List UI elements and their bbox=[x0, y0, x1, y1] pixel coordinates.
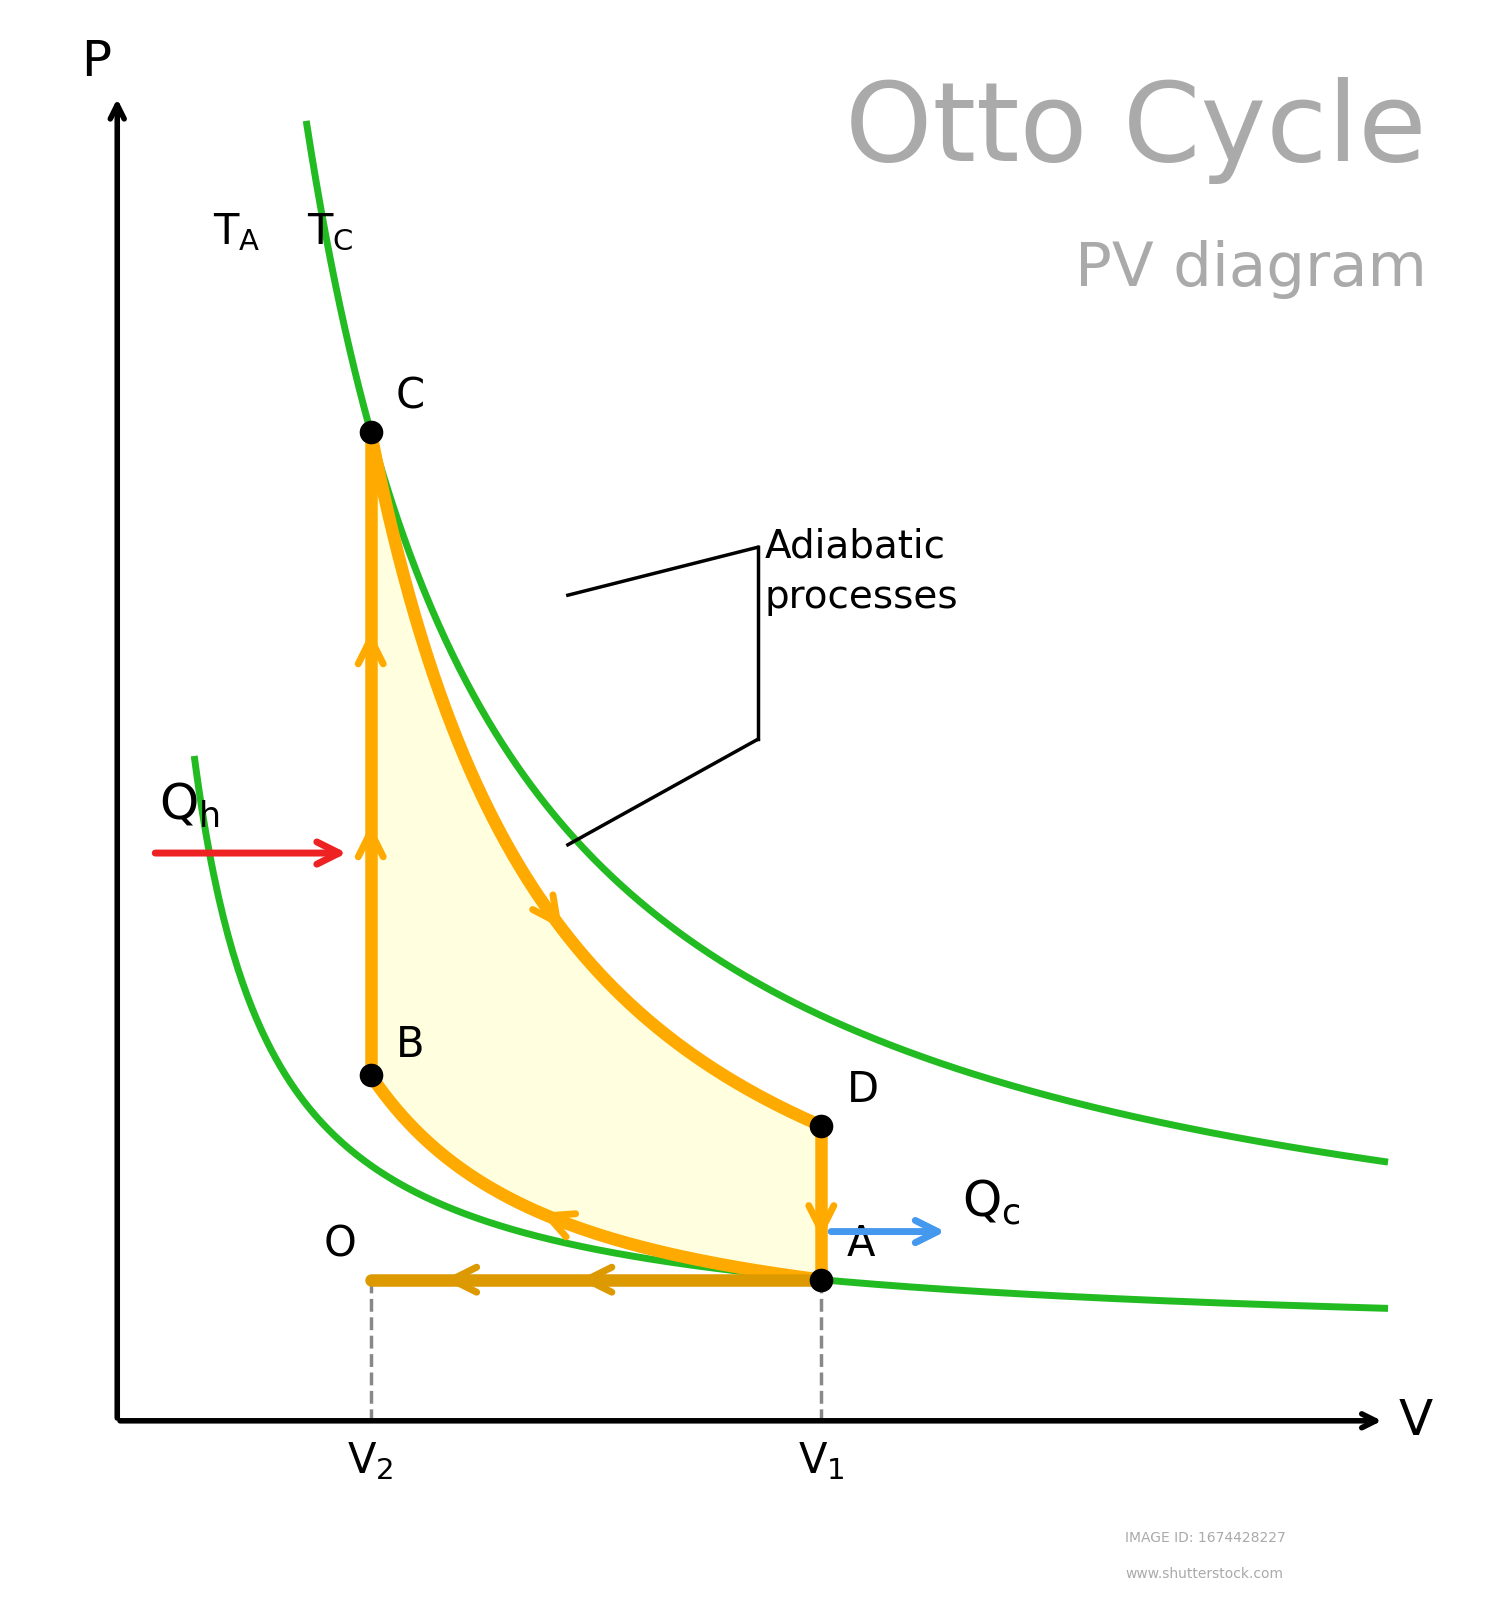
Text: V$_\mathregular{1}$: V$_\mathregular{1}$ bbox=[798, 1440, 844, 1482]
Polygon shape bbox=[370, 432, 822, 1280]
Text: Q$_\mathregular{c}$: Q$_\mathregular{c}$ bbox=[962, 1178, 1022, 1227]
Text: T$_\mathregular{A}$: T$_\mathregular{A}$ bbox=[213, 211, 261, 253]
Text: A: A bbox=[846, 1224, 874, 1266]
Text: P: P bbox=[81, 38, 111, 86]
Text: Otto Cycle: Otto Cycle bbox=[846, 77, 1426, 184]
Text: www.shutterstock.com: www.shutterstock.com bbox=[1125, 1566, 1282, 1581]
Text: Adiabatic
processes: Adiabatic processes bbox=[765, 528, 958, 616]
Text: B: B bbox=[396, 1024, 424, 1066]
Text: O: O bbox=[324, 1224, 357, 1266]
Text: PV diagram: PV diagram bbox=[1076, 240, 1426, 299]
Text: V$_\mathregular{2}$: V$_\mathregular{2}$ bbox=[348, 1440, 394, 1482]
Text: V: V bbox=[1398, 1397, 1432, 1445]
Text: Q$_\mathregular{h}$: Q$_\mathregular{h}$ bbox=[159, 781, 220, 830]
Text: IMAGE ID: 1674428227: IMAGE ID: 1674428227 bbox=[1125, 1531, 1286, 1546]
Text: D: D bbox=[846, 1069, 879, 1112]
Text: shutterstock®: shutterstock® bbox=[30, 1544, 234, 1568]
Text: T$_\mathregular{C}$: T$_\mathregular{C}$ bbox=[308, 211, 354, 253]
Text: C: C bbox=[396, 376, 424, 418]
